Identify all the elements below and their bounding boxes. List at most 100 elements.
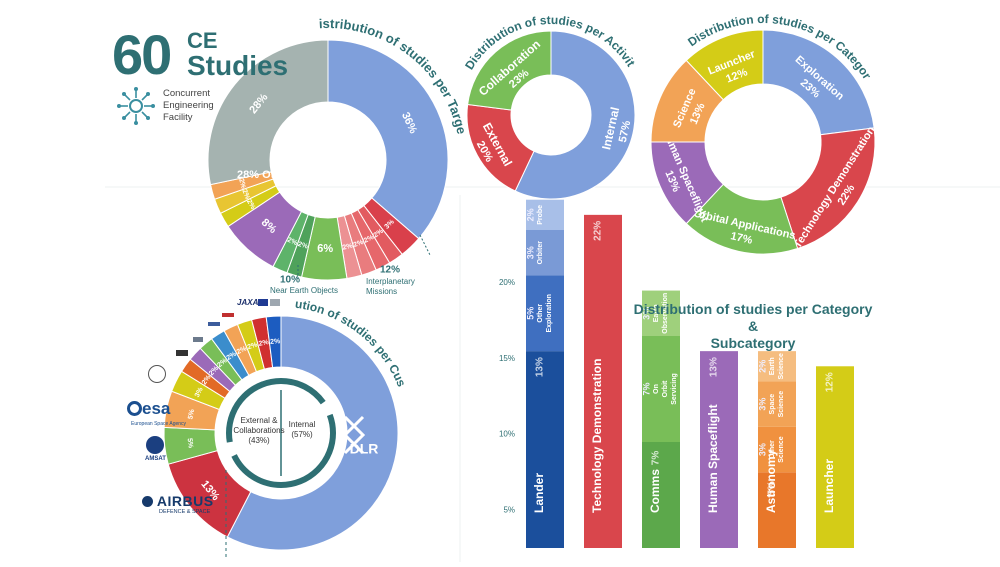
target-slice-label: 2% [240,188,251,201]
bar-segment-label: 2% [757,360,767,373]
bar-segment-name: Orbiter [537,241,544,265]
bar-value-label: 13% [535,357,546,377]
target-slice-label: 2% [342,242,354,251]
target-callout-text: Missions [366,287,397,296]
bar-segment-label: 2% [525,208,535,221]
customer-logo-icon [176,350,188,356]
category-slice [685,29,764,101]
facility-name: Concurrent Engineering Facility [163,88,243,124]
bar-segment-name: Probe [537,205,544,225]
esa-logo: esa [127,399,170,419]
target-slice-label: 2% [286,237,299,248]
institute-seal-icon [148,365,166,383]
bar-segment [526,275,564,352]
bar-ytick-label: 20% [499,278,515,287]
customer-inner-left: External & [241,416,279,425]
airbus-logo-text: AIRBUS [156,493,214,509]
facility-line-2: Engineering [163,100,214,111]
bar-segment-name: Observation [662,293,669,334]
bar-segment-name: Earth [769,357,776,375]
bar-segment-label: 3% [757,398,767,411]
bar-segment-label: 3% [525,246,535,259]
airbus-subtitle: DEFENCE & SPACE [159,509,211,515]
bar-category-label: Launcher [822,459,836,513]
target-slice-label: 2% [363,234,376,245]
target-slice-label: 2% [373,227,386,239]
bar-ytick-label: 10% [499,430,515,439]
bar-category-label: Astronomy [764,449,778,513]
airbus-icon [142,496,153,507]
target-callout-text: Interplanetary [366,277,415,286]
bar-segment-name: Science [778,353,785,380]
cef-logo-icon [116,86,156,131]
customer-slice-label: 2% [270,338,281,346]
bar-segment [526,199,564,230]
customer-logo-icon [193,337,203,342]
customer-slice-label: 2% [226,350,239,362]
bar-segment [526,351,564,548]
esa-subtitle: European Space Agency [131,421,187,427]
customer-inner-ring [226,378,336,488]
bar-value-label: 22% [593,221,604,241]
bar-segment-name: Other [537,304,544,323]
customer-logo-icon [222,313,234,317]
customer-inner-left: (43%) [248,436,270,445]
activity-slice [467,30,552,111]
bar-category-label: Comms [648,469,662,513]
customer-slice-label: 2% [236,345,249,356]
facility-line-3: Facility [163,112,193,123]
bar-segment-label: 3% [641,307,651,320]
target-slice-label: 2% [237,178,247,190]
headline-ce: CE [187,28,218,53]
bar-title-line-3: Subcategory [710,335,796,351]
bar-value-label: 13% [709,357,720,377]
facility-line-1: Concurrent [163,88,210,99]
dlr-logo-icon [342,415,366,455]
bar-segment-name: Orbit [662,380,669,397]
esa-logo-text: esa [142,399,171,418]
customer-logo-icon [208,322,220,326]
bar-ytick-label: 15% [499,354,515,363]
customer-slice-label: 5% [187,408,196,420]
jaxa-logo: JAXA [237,298,259,307]
bar-segment-label: 3% [757,443,767,456]
bar-segment [700,351,738,548]
bar-value-label: 12% [825,372,836,392]
customer-inner-right: (57%) [291,430,313,439]
customer-slice [226,315,399,551]
customer-slice-label: 2% [247,341,260,351]
target-slice-label: 2% [297,241,309,251]
eu-flag-icon [258,299,268,306]
bar-title-line-1: Distribution of studies per Category [633,301,873,317]
bar-segment [758,381,796,427]
bar-segment-name: On [653,384,660,394]
esa-icon [127,401,142,416]
bar-segment-label: 5% [525,307,535,320]
bar-segment-name: Earth [653,304,660,322]
bar-segment-name: Servicing [671,373,678,405]
bar-segment [642,336,680,442]
bar-ytick-label: 5% [503,505,515,514]
customer-logo-icon [270,299,280,306]
bar-segment-label: 7% [641,382,651,395]
target-callout-text: Near Earth Objects [270,286,338,295]
target-slice-label: 2% [353,239,366,249]
headline-studies: Studies [187,50,289,81]
headline-number: 60 [112,23,172,86]
bar-segment [758,351,796,382]
category-slice [762,29,875,136]
amsat-logo-text: AMSAT [145,456,166,462]
bar-chart-title: Distribution of studies per Category & S… [618,301,888,352]
bar-segment-name: Other [769,440,776,459]
target-callout-line [419,234,431,256]
target-slice-label: 2% [245,199,257,212]
target-callout-value: 12% [380,265,400,276]
target-callout-value: 10% [280,275,300,286]
category-slice-label: 17% [729,230,753,247]
bar-segment [584,214,622,548]
bar-segment [758,472,796,548]
customer-slice-label: 5% [186,438,194,450]
bar-value-label: 5% [767,481,778,496]
